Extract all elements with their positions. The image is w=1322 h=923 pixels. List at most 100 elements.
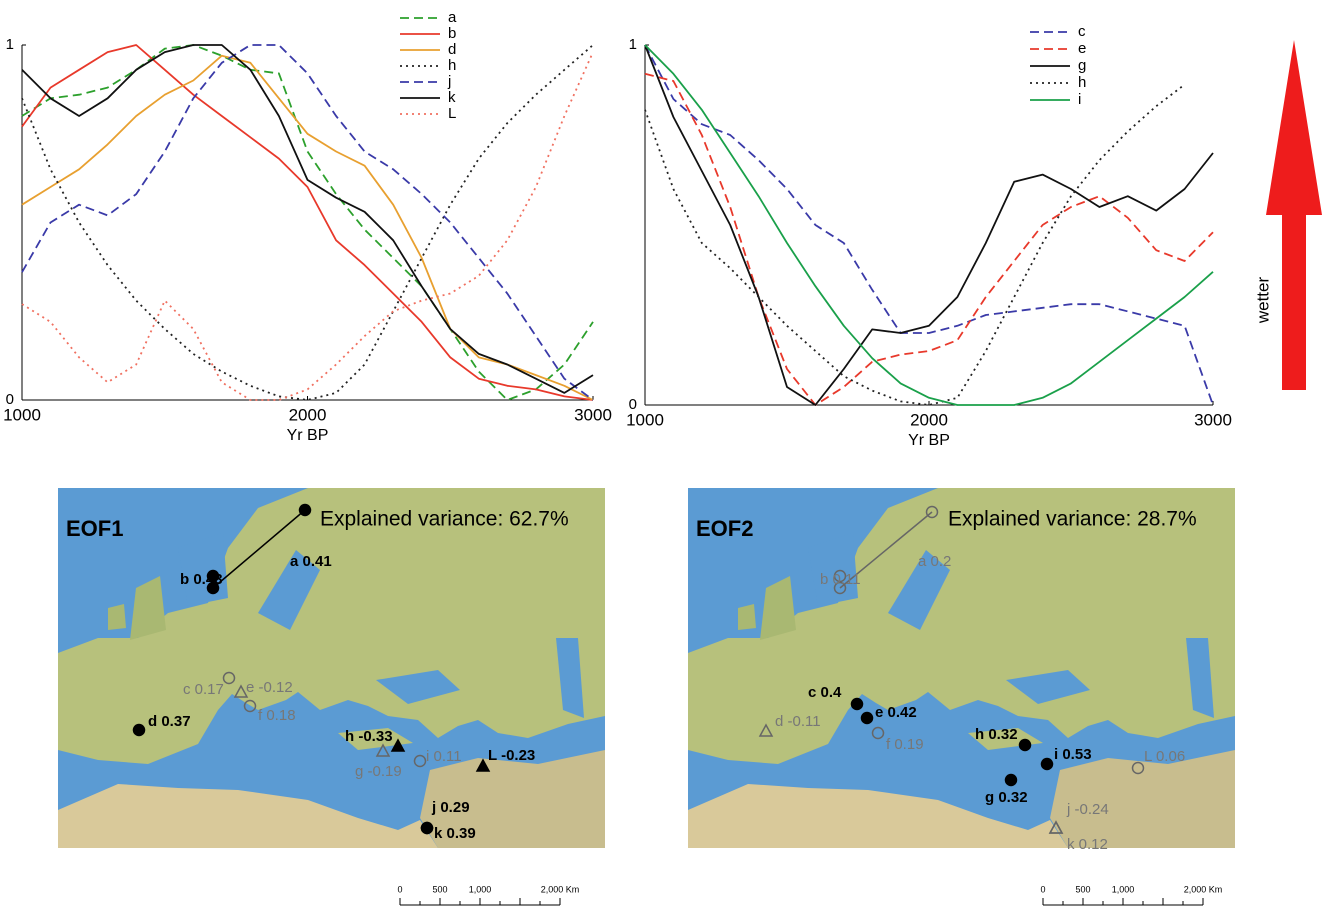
scale-label: 2,000 Km: [541, 884, 580, 894]
site-label: c 0.17: [183, 681, 224, 698]
x-tick-label: 2000: [289, 405, 327, 424]
site-name: j: [431, 799, 436, 816]
page: {"chart_data": [ {"type": "line", "xlabe…: [0, 0, 1322, 918]
site-label: L -0.23: [488, 747, 535, 764]
site-name: a: [918, 553, 927, 570]
site-label: b 0.11: [820, 571, 861, 588]
legend-label: h: [1078, 74, 1086, 91]
scale-label: 1,000: [469, 884, 492, 894]
site-marker: [134, 725, 145, 736]
site-name: j: [1066, 801, 1070, 818]
site-value: 0.11: [434, 748, 462, 765]
site-value: 0.41: [303, 553, 332, 570]
site-name: f: [258, 707, 263, 724]
site-value: 0.29: [440, 799, 469, 816]
x-tick-label: 3000: [1194, 410, 1232, 429]
scale-label: 500: [432, 884, 447, 894]
site-label: k 0.12: [1067, 836, 1108, 853]
site-value: 0.42: [888, 704, 917, 721]
site-value: 0.2: [931, 553, 952, 570]
site-marker: [852, 699, 863, 710]
site-name: a: [290, 553, 299, 570]
wetter-arrow: [1266, 40, 1322, 390]
site-label: i 0.53: [1054, 746, 1092, 763]
site-label: f 0.18: [258, 707, 296, 724]
legend-label: L: [448, 105, 456, 122]
site-marker: [1006, 775, 1017, 786]
site-value: 0.43: [193, 571, 222, 588]
site-value: 0.11: [833, 571, 861, 588]
site-name: e: [875, 704, 883, 721]
scale-label: 2,000 Km: [1184, 884, 1223, 894]
legend-label: j: [447, 73, 451, 90]
legend-label: k: [448, 89, 456, 106]
site-value: 0.4: [821, 684, 843, 701]
site-marker: [1042, 759, 1053, 770]
map-background: [688, 488, 1235, 848]
site-name: L: [1144, 748, 1152, 765]
series-line: [645, 85, 1185, 405]
legend-label: h: [448, 57, 456, 74]
site-value: 0.12: [1079, 836, 1108, 853]
scale-label: 500: [1075, 884, 1090, 894]
map-variance: Explained variance: 62.7%: [320, 508, 569, 531]
legend-label: c: [1078, 23, 1086, 40]
site-marker: [300, 505, 311, 516]
y-tick-label: 1: [6, 36, 14, 53]
site-value: 0.19: [894, 736, 923, 753]
legend-label: g: [1078, 57, 1086, 74]
site-name: b: [820, 571, 828, 588]
site-label: e -0.12: [246, 679, 293, 696]
scale-label: 0: [397, 884, 402, 894]
site-label: a 0.41: [290, 553, 332, 570]
y-tick-label: 0: [6, 391, 14, 408]
site-label: h 0.32: [975, 726, 1018, 743]
y-tick-label: 1: [629, 36, 637, 53]
series-line: [22, 45, 593, 393]
site-name: L: [488, 747, 497, 764]
arrow-label: wetter: [1253, 277, 1272, 325]
site-name: c: [808, 684, 816, 701]
x-tick-label: 3000: [574, 405, 612, 424]
site-label: g 0.32: [985, 789, 1028, 806]
site-value: 0.37: [161, 713, 190, 730]
x-tick-label: 1000: [3, 405, 41, 424]
site-name: g: [985, 789, 994, 806]
figure: wetter 10002000300001Yr BPabdhjkL1000200…: [0, 0, 1322, 918]
site-value: 0.17: [195, 681, 224, 698]
site-name: h: [975, 726, 984, 743]
site-name: e: [246, 679, 254, 696]
site-label: g -0.19: [355, 763, 402, 780]
site-label: j -0.24: [1066, 801, 1109, 818]
site-name: d: [775, 713, 783, 730]
x-tick-label: 2000: [910, 410, 948, 429]
site-value: -0.33: [358, 728, 392, 745]
map-title: EOF2: [696, 516, 753, 541]
site-value: -0.12: [259, 679, 293, 696]
series-line: [645, 45, 1213, 405]
site-label: a 0.2: [918, 553, 951, 570]
legend-label: b: [448, 25, 456, 42]
site-name: h: [345, 728, 354, 745]
site-label: d 0.37: [148, 713, 191, 730]
site-name: k: [434, 825, 443, 842]
x-axis-label: Yr BP: [908, 432, 950, 449]
site-label: L 0.06: [1144, 748, 1185, 765]
site-label: b 0.43: [180, 571, 223, 588]
site-name: c: [183, 681, 191, 698]
site-value: -0.11: [788, 713, 821, 730]
site-value: -0.23: [501, 747, 535, 764]
site-value: 0.32: [988, 726, 1017, 743]
y-tick-label: 0: [629, 396, 637, 413]
site-value: 0.53: [1062, 746, 1091, 763]
site-marker: [422, 823, 433, 834]
site-value: 0.06: [1156, 748, 1185, 765]
site-name: i: [426, 748, 429, 765]
x-tick-label: 1000: [626, 410, 664, 429]
site-label: h -0.33: [345, 728, 393, 745]
site-label: f 0.19: [886, 736, 924, 753]
site-value: 0.32: [998, 789, 1027, 806]
site-label: c 0.4: [808, 684, 842, 701]
legend-label: a: [448, 9, 457, 26]
legend-label: i: [1078, 91, 1081, 108]
